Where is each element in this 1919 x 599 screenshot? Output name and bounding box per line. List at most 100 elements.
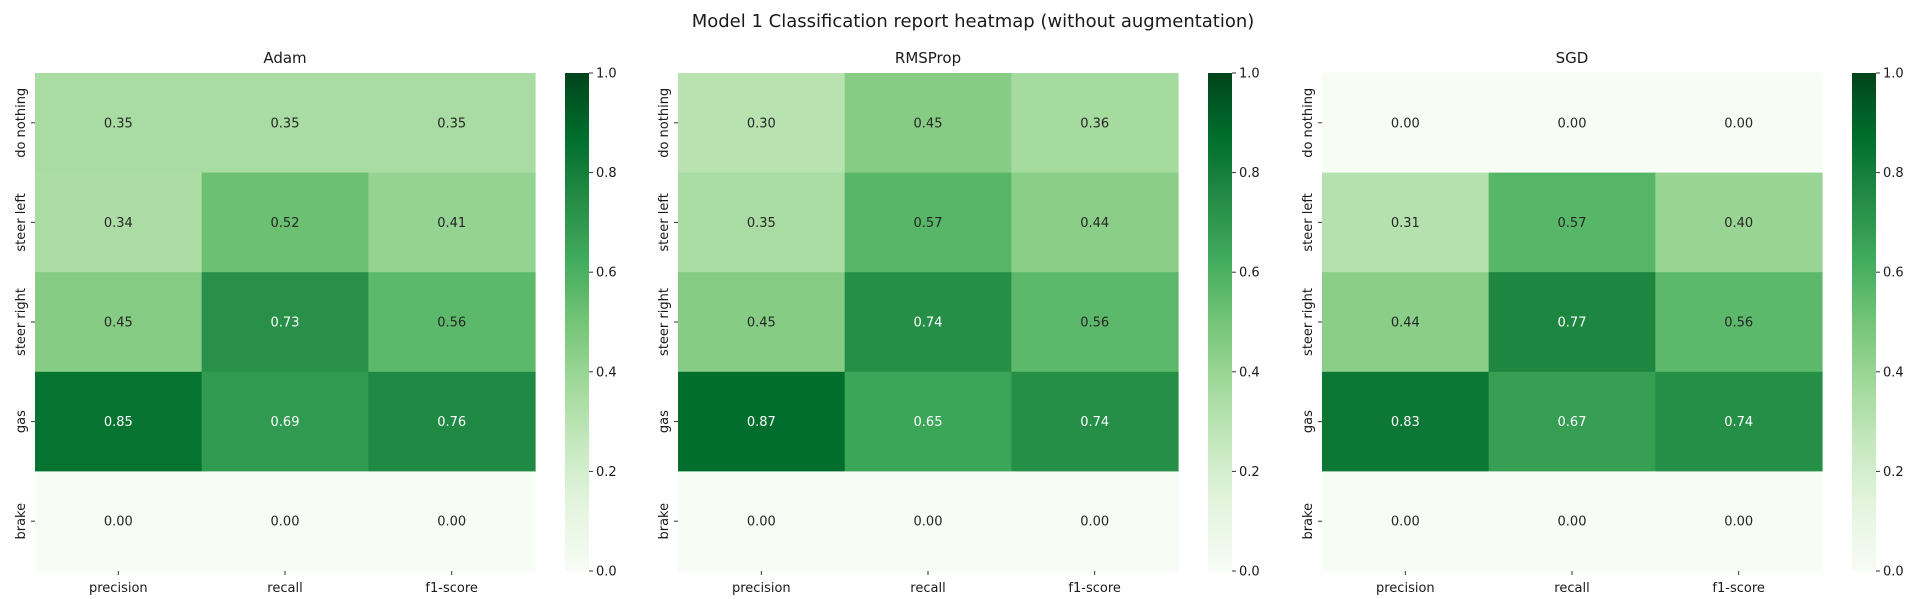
heatmap-cell (368, 172, 536, 273)
heatmap-cell (1488, 471, 1656, 572)
colorbar-tick-label: 0.4 (596, 365, 617, 380)
y-tick-label: do nothing (1301, 88, 1316, 158)
colorbar-tick-label: 0.8 (1239, 166, 1260, 181)
heatmap-cell (1322, 73, 1490, 174)
panel-title: RMSProp (895, 49, 961, 67)
cell-label: 0.76 (437, 415, 466, 430)
y-tick-label: do nothing (657, 88, 672, 158)
heatmap-panels: Adam 0.35 0.35 0.35 0.34 0.52 0.41 0.45 0.73 0.56… (14, 49, 1904, 596)
heatmap-cell (1488, 272, 1656, 373)
heatmap-cell (844, 471, 1012, 572)
y-tick-label: steer right (657, 288, 672, 356)
y-tick-label: steer right (14, 288, 29, 356)
y-tick-label: steer left (1301, 193, 1316, 251)
heatmap-cell (844, 172, 1012, 273)
x-tick-label: f1-score (1068, 581, 1120, 596)
cell-label: 0.31 (1391, 216, 1420, 231)
cell-label: 0.35 (747, 216, 776, 231)
colorbar-tick-label: 0.6 (596, 266, 617, 281)
cell-label: 0.69 (271, 415, 300, 430)
heatmap-cell (1011, 371, 1179, 472)
heatmap-cell (201, 73, 369, 174)
cell-label: 0.56 (437, 316, 466, 331)
cell-label: 0.00 (1724, 116, 1753, 131)
cell-label: 0.00 (271, 515, 300, 530)
heatmap-cell (1655, 471, 1823, 572)
cell-label: 0.87 (747, 415, 776, 430)
cell-label: 0.35 (437, 116, 466, 131)
heatmap-cell (368, 272, 536, 373)
heatmap-panel-2: RMSProp 0.30 0.45 0.36 0.35 0.57 0.44 0.45 0.74 0… (657, 49, 1260, 596)
cell-label: 0.00 (747, 515, 776, 530)
cell-label: 0.00 (1558, 515, 1587, 530)
cell-label: 0.57 (914, 216, 943, 231)
cell-label: 0.85 (104, 415, 133, 430)
cell-label: 0.34 (104, 216, 133, 231)
y-tick-label: steer left (657, 193, 672, 251)
colorbar-tick-label: 0.2 (1883, 465, 1904, 480)
colorbar (565, 73, 590, 571)
heatmap-cell (678, 73, 846, 174)
colorbar-tick-label: 0.2 (596, 465, 617, 480)
heatmap-cell (35, 172, 203, 273)
heatmap-cell (1011, 73, 1179, 174)
heatmap-cell (1011, 471, 1179, 572)
y-tick-label: gas (14, 410, 29, 433)
heatmap-cell (678, 272, 846, 373)
heatmap-cell (1011, 172, 1179, 273)
heatmap-cell (201, 371, 369, 472)
y-tick-label: steer left (14, 193, 29, 251)
heatmap-panel-1: Adam 0.35 0.35 0.35 0.34 0.52 0.41 0.45 0.73 0.56… (14, 49, 617, 596)
heatmap-cell (1011, 272, 1179, 373)
colorbar (1852, 73, 1877, 571)
panel-title: Adam (263, 49, 306, 67)
heatmap-cell (1655, 272, 1823, 373)
cell-label: 0.00 (437, 515, 466, 530)
heatmap-cell (1322, 272, 1490, 373)
cell-label: 0.73 (271, 316, 300, 331)
y-tick-label: brake (1301, 503, 1316, 540)
cell-label: 0.00 (1558, 116, 1587, 131)
heatmap-cell (1488, 371, 1656, 472)
heatmap-cell (201, 172, 369, 273)
x-tick-label: recall (1554, 581, 1589, 596)
x-tick-label: precision (1376, 581, 1435, 596)
cell-label: 0.77 (1558, 316, 1587, 331)
colorbar-tick-label: 1.0 (1883, 67, 1904, 82)
heatmap-cell (1322, 471, 1490, 572)
heatmap-cell (678, 471, 846, 572)
colorbar-tick-label: 0.2 (1239, 465, 1260, 480)
heatmap-cell (1488, 73, 1656, 174)
heatmap-cell (844, 371, 1012, 472)
x-tick-label: recall (267, 581, 302, 596)
heatmap-cell (844, 272, 1012, 373)
heatmap-cell (368, 73, 536, 174)
colorbar-tick-label: 0.4 (1883, 365, 1904, 380)
x-tick-label: recall (910, 581, 945, 596)
x-tick-label: f1-score (1712, 581, 1764, 596)
heatmap-cell (35, 371, 203, 472)
figure-title: Model 1 Classification report heatmap (w… (692, 11, 1255, 32)
cell-label: 0.67 (1558, 415, 1587, 430)
colorbar-tick-label: 0.0 (596, 565, 617, 580)
heatmap-panel-3: SGD 0.00 0.00 0.00 0.31 0.57 0.40 0.44 0.77 0.56 0… (1301, 49, 1904, 596)
heatmap-cell (1488, 172, 1656, 273)
y-tick-label: gas (1301, 410, 1316, 433)
x-tick-label: precision (732, 581, 791, 596)
cell-label: 0.40 (1724, 216, 1753, 231)
heatmap-cell (1322, 371, 1490, 472)
heatmap-cell (368, 471, 536, 572)
cell-label: 0.45 (747, 316, 776, 331)
y-tick-label: brake (657, 503, 672, 540)
cell-label: 0.36 (1080, 116, 1109, 131)
colorbar-tick-label: 1.0 (596, 67, 617, 82)
cell-label: 0.44 (1080, 216, 1109, 231)
heatmap-cell (201, 272, 369, 373)
cell-label: 0.00 (104, 515, 133, 530)
heatmap-cell (35, 471, 203, 572)
cell-label: 0.56 (1080, 316, 1109, 331)
y-tick-label: gas (657, 410, 672, 433)
heatmap-cell (844, 73, 1012, 174)
cell-label: 0.56 (1724, 316, 1753, 331)
